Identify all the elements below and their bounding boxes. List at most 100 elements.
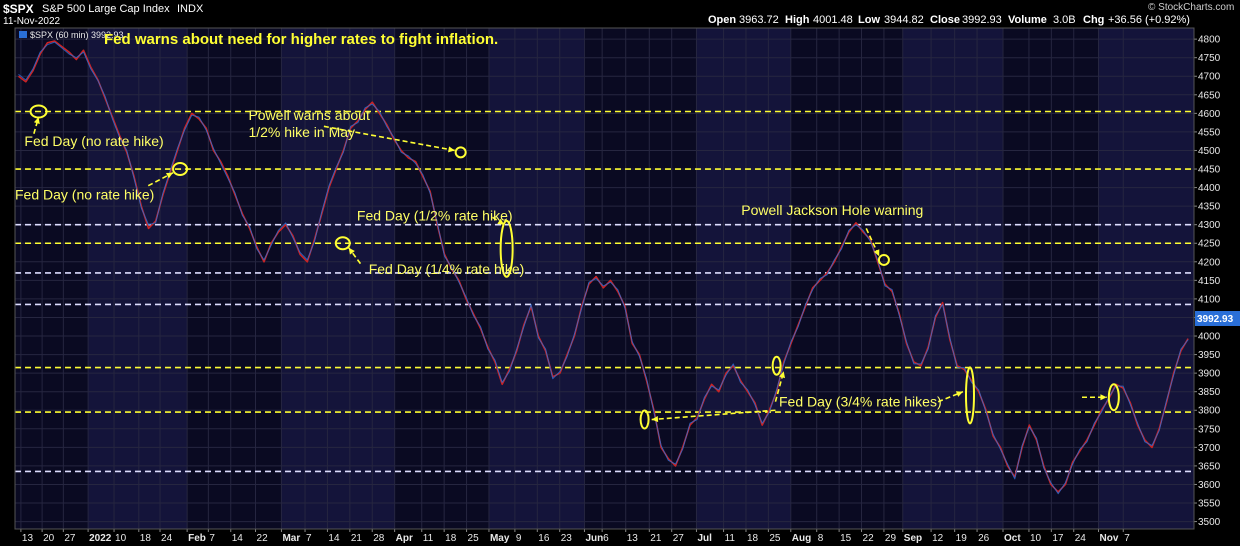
event-marker [1107, 383, 1120, 412]
grid-lines [15, 28, 1194, 529]
x-tick-label: Oct [1004, 533, 1021, 544]
y-tick-label: 3950 [1198, 350, 1221, 361]
x-tick-label: Aug [792, 533, 811, 544]
event-marker [877, 253, 890, 266]
y-tick-label: 4350 [1198, 202, 1221, 213]
y-tick-label: 4000 [1198, 332, 1221, 343]
x-tick-label: 25 [468, 533, 480, 544]
x-tick-label: Feb [188, 533, 206, 544]
x-tick-label: 7 [209, 533, 215, 544]
price-series-line [18, 40, 1189, 493]
x-tick-label: 6 [603, 533, 609, 544]
x-tick-label: 13 [22, 533, 34, 544]
symbol-label: $SPX [3, 2, 34, 16]
legend-swatch [19, 31, 27, 38]
last-value-text: 3992.93 [1197, 314, 1234, 325]
y-tick-label: 3850 [1198, 387, 1221, 398]
x-tick-label: 18 [747, 533, 759, 544]
x-tick-label: 12 [932, 533, 944, 544]
arrow-head [165, 172, 173, 179]
annotation-text: Fed Day (1/2% rate hike) [357, 207, 513, 223]
x-tick-label: Nov [1100, 533, 1119, 544]
y-tick-label: 3600 [1198, 480, 1221, 491]
x-tick-label: 10 [115, 533, 127, 544]
event-marker [499, 219, 514, 278]
x-tick-label: Apr [396, 533, 413, 544]
x-tick-label: 29 [885, 533, 897, 544]
x-tick-label: 7 [306, 533, 312, 544]
x-tick-label: 21 [351, 533, 363, 544]
y-tick-label: 4600 [1198, 109, 1221, 120]
close-label: Close [930, 14, 960, 26]
x-tick-label: 13 [627, 533, 639, 544]
month-band [902, 28, 1004, 529]
arrow-head [348, 247, 355, 255]
y-tick-label: 3650 [1198, 461, 1221, 472]
arrow-head [33, 117, 40, 124]
y-tick-label: 4200 [1198, 257, 1221, 268]
arrow-head [497, 218, 505, 225]
annotation-text: Fed Day (no rate hike) [15, 186, 154, 202]
arrow-head [448, 146, 455, 153]
month-band [696, 28, 791, 529]
x-tick-label: 26 [978, 533, 990, 544]
arrow-head [955, 391, 963, 397]
event-marker [454, 146, 467, 159]
chg-label: Chg [1083, 14, 1105, 26]
arrow-head [651, 416, 659, 423]
y-tick-label: 4550 [1198, 127, 1221, 138]
y-tick-label: 4300 [1198, 220, 1221, 231]
close-value: 3992.93 [962, 14, 1002, 26]
annotation-markers [29, 104, 1120, 430]
annotation-text: Fed Day (3/4% rate hikes) [779, 394, 942, 410]
month-band [488, 28, 585, 529]
x-tick-label: 20 [43, 533, 55, 544]
month-bands [15, 28, 1194, 529]
event-marker [334, 236, 351, 251]
annotation-text: 1/2% hike in May [248, 124, 355, 140]
low-value: 3944.82 [884, 14, 924, 26]
x-tick-label: 14 [328, 533, 340, 544]
annotation-arrow [147, 172, 174, 187]
chart-date: 11-Nov-2022 [3, 16, 61, 27]
open-label: Open [708, 14, 737, 26]
annotation-text: Powell warns about [248, 107, 370, 123]
x-tick-label: 11 [725, 533, 736, 544]
arrow-head [779, 371, 785, 379]
y-tick-label: 4450 [1198, 165, 1221, 176]
y-tick-label: 3500 [1198, 517, 1221, 528]
last-value-badge: 3992.93 [1195, 311, 1240, 326]
x-tick-label: 22 [257, 533, 269, 544]
x-tick-label: 21 [650, 533, 662, 544]
event-marker [964, 366, 975, 425]
event-marker [639, 409, 650, 430]
y-tick-label: 4750 [1198, 53, 1221, 64]
x-tick-label: 19 [956, 533, 968, 544]
x-tick-label: 14 [232, 533, 244, 544]
index-name: S&P 500 Large Cap Index [42, 3, 170, 15]
x-tick-label: 2022 [89, 533, 112, 544]
x-tick-label: 24 [1075, 533, 1087, 544]
annotation-arrow [33, 116, 40, 134]
x-tick-label: 17 [1052, 533, 1064, 544]
annotation-text: Powell Jackson Hole warning [741, 202, 923, 218]
legend: $SPX (60 min) 3992.93 [19, 30, 124, 40]
annotation-arrow [937, 390, 964, 403]
high-label: High [785, 14, 810, 26]
high-value: 4001.48 [813, 14, 853, 26]
x-tick-label: Jul [697, 533, 712, 544]
annotation-arrow [323, 125, 455, 152]
chart-title: Fed warns about need for higher rates to… [104, 31, 498, 48]
event-marker [172, 162, 189, 177]
plot-frame [14, 27, 1195, 530]
price-series-line-secondary [18, 41, 1189, 495]
legend-text: $SPX (60 min) 3992.93 [30, 30, 124, 40]
month-band [281, 28, 395, 529]
y-tick-label: 4150 [1198, 276, 1221, 287]
month-band [1098, 28, 1194, 529]
x-tick-label: Mar [282, 533, 300, 544]
x-tick-label: 24 [161, 533, 173, 544]
chart-header: $SPX S&P 500 Large Cap Index INDX 11-Nov… [0, 0, 1240, 28]
x-tick-label: May [490, 533, 510, 544]
x-axis: 13 20 27 2022 10 18 24 Feb 7 14 22 Mar 7 14 21 28 Apr 11 1… [20, 529, 1130, 544]
